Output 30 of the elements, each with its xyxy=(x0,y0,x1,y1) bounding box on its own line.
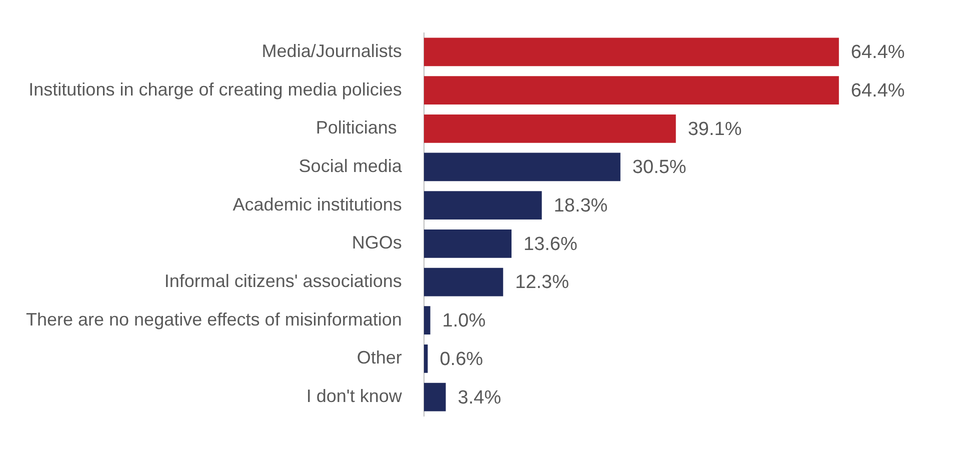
data-label: 64.4% xyxy=(850,42,905,64)
bar xyxy=(424,38,839,66)
y-tick-label: Media/Journalists xyxy=(262,40,402,61)
bar xyxy=(424,306,430,335)
y-tick-label: Institutions in charge of creating media policies xyxy=(28,79,402,100)
data-label: 0.6% xyxy=(440,348,484,370)
bar xyxy=(424,344,428,373)
y-tick-label: I don't know xyxy=(306,386,403,406)
y-tick-label: There are no negative effects of misinformation xyxy=(26,309,402,330)
bar xyxy=(424,76,839,104)
bar xyxy=(424,382,446,412)
data-label: 12.3% xyxy=(515,272,570,294)
bar xyxy=(424,229,512,258)
data-label: 13.6% xyxy=(524,234,578,255)
bar xyxy=(424,152,620,182)
y-tick-label: Politicians xyxy=(316,118,402,138)
bar xyxy=(424,268,504,296)
data-label: 18.3% xyxy=(554,196,608,217)
y-tick-label: NGOs xyxy=(352,232,402,253)
data-label: 64.4% xyxy=(850,80,905,102)
data-label: 1.0% xyxy=(442,310,486,332)
data-label: 3.4% xyxy=(458,387,502,408)
bar xyxy=(424,114,676,143)
y-tick-label: Academic institutions xyxy=(232,194,402,214)
data-label: 30.5% xyxy=(632,157,686,178)
y-tick-label: Informal citizens' associations xyxy=(164,270,402,291)
y-tick-label: Social media xyxy=(298,156,403,176)
data-label: 39.1% xyxy=(688,118,742,140)
y-tick-label: Other xyxy=(356,348,402,368)
bar xyxy=(424,191,542,220)
